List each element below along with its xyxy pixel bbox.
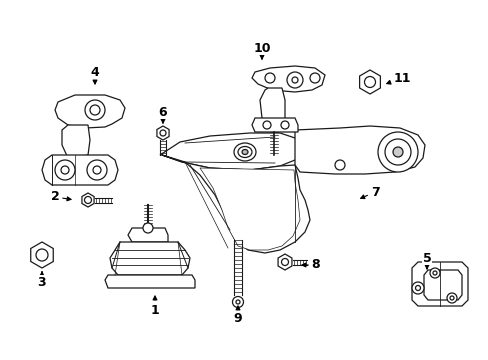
Circle shape: [449, 296, 453, 300]
Circle shape: [84, 197, 91, 203]
Circle shape: [281, 121, 288, 129]
Polygon shape: [55, 95, 125, 128]
Text: 9: 9: [233, 306, 242, 324]
Circle shape: [90, 105, 100, 115]
Polygon shape: [160, 133, 303, 170]
Polygon shape: [411, 262, 467, 306]
Polygon shape: [110, 242, 190, 275]
Polygon shape: [157, 126, 169, 140]
Circle shape: [61, 166, 69, 174]
Text: 6: 6: [159, 105, 167, 123]
Circle shape: [160, 130, 165, 136]
Text: 10: 10: [253, 41, 270, 59]
Text: 4: 4: [90, 66, 99, 84]
Text: 5: 5: [422, 252, 430, 269]
Polygon shape: [128, 228, 168, 242]
Text: 8: 8: [302, 258, 320, 271]
Polygon shape: [62, 125, 90, 158]
Circle shape: [309, 73, 319, 83]
Ellipse shape: [242, 149, 247, 154]
Polygon shape: [82, 193, 94, 207]
Circle shape: [36, 249, 48, 261]
Polygon shape: [105, 275, 195, 288]
Circle shape: [236, 300, 240, 304]
Polygon shape: [251, 66, 325, 92]
Circle shape: [429, 268, 439, 278]
Polygon shape: [423, 270, 461, 300]
Circle shape: [384, 139, 410, 165]
Polygon shape: [162, 155, 309, 253]
Circle shape: [85, 100, 105, 120]
Text: 2: 2: [51, 190, 71, 203]
Circle shape: [377, 132, 417, 172]
Polygon shape: [359, 70, 380, 94]
Polygon shape: [200, 168, 299, 250]
Text: 1: 1: [150, 296, 159, 316]
Circle shape: [446, 293, 456, 303]
Text: 3: 3: [38, 272, 46, 288]
Circle shape: [93, 166, 101, 174]
Circle shape: [364, 77, 375, 87]
Polygon shape: [42, 155, 118, 185]
Circle shape: [232, 297, 243, 307]
Circle shape: [281, 258, 288, 266]
Text: 7: 7: [360, 185, 379, 199]
Circle shape: [432, 271, 436, 275]
Polygon shape: [31, 242, 53, 268]
Circle shape: [411, 282, 423, 294]
Circle shape: [55, 160, 75, 180]
Circle shape: [392, 147, 402, 157]
Circle shape: [264, 73, 274, 83]
Circle shape: [334, 160, 345, 170]
Circle shape: [286, 72, 303, 88]
Circle shape: [291, 77, 297, 83]
Ellipse shape: [234, 143, 256, 161]
Polygon shape: [260, 88, 285, 122]
Text: 11: 11: [386, 72, 410, 85]
Circle shape: [415, 285, 420, 291]
Circle shape: [263, 121, 270, 129]
Ellipse shape: [238, 147, 251, 158]
Polygon shape: [278, 254, 291, 270]
Polygon shape: [251, 118, 297, 132]
Polygon shape: [294, 126, 424, 174]
Circle shape: [142, 223, 153, 233]
Circle shape: [87, 160, 107, 180]
